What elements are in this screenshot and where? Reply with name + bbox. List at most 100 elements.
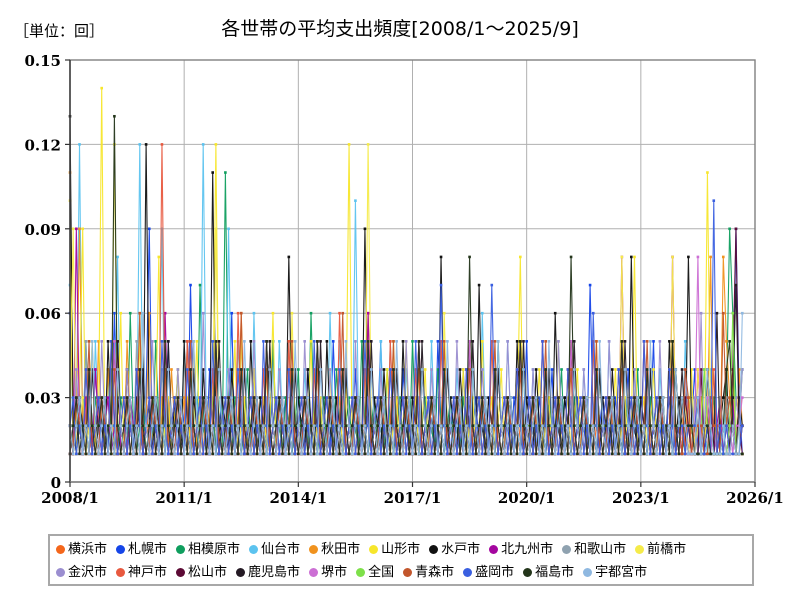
series-marker (572, 368, 576, 371)
legend-item[interactable]: 札幌市 (116, 543, 167, 556)
x-axis-tick-label: 2008/1 (41, 489, 99, 507)
series-marker (147, 452, 151, 456)
series-marker (430, 396, 433, 399)
legend-item[interactable]: 北九州市 (489, 543, 553, 556)
series-marker (525, 340, 528, 343)
legend-item[interactable]: 堺市 (309, 566, 347, 579)
series-marker (106, 452, 110, 456)
series-marker (576, 452, 579, 456)
series-marker (649, 396, 652, 399)
legend-item[interactable]: 金沢市 (56, 566, 107, 579)
legend-item[interactable]: 盛岡市 (463, 566, 514, 579)
series-marker (649, 424, 652, 428)
series-marker (325, 396, 329, 399)
series-marker (718, 452, 722, 456)
legend-item[interactable]: 全国 (356, 566, 394, 579)
legend-item[interactable]: 秋田市 (309, 543, 360, 556)
legend-item[interactable]: 横浜市 (56, 543, 107, 556)
series-marker (119, 452, 123, 456)
series-marker (677, 424, 681, 428)
series-marker (144, 424, 148, 428)
series-marker (655, 424, 658, 428)
series-marker (461, 424, 465, 428)
series-marker (547, 424, 551, 428)
series-marker (591, 452, 595, 456)
series-marker (687, 424, 690, 428)
series-marker (423, 396, 427, 399)
series-marker (506, 340, 509, 343)
legend-item[interactable]: 福島市 (523, 566, 574, 579)
series-marker (331, 424, 335, 428)
series-marker (715, 311, 719, 315)
series-marker (369, 368, 373, 371)
series-marker (585, 424, 589, 428)
series-marker (182, 424, 186, 428)
series-marker (265, 452, 268, 456)
series-marker (683, 396, 687, 399)
series-marker (287, 368, 291, 371)
legend-item[interactable]: 前橋市 (635, 543, 686, 556)
series-marker (500, 452, 503, 456)
series-marker (696, 452, 700, 456)
series-marker (331, 396, 335, 399)
series-marker (214, 368, 218, 371)
series-marker (477, 424, 481, 428)
series-marker (442, 452, 446, 456)
series-marker (154, 452, 157, 456)
legend-item[interactable]: 宇都宮市 (583, 566, 647, 579)
series-marker (550, 452, 554, 456)
legend-label: 堺市 (321, 565, 348, 580)
series-marker (455, 424, 459, 428)
series-marker (271, 311, 275, 315)
legend-marker-icon (562, 545, 572, 554)
series-marker (357, 452, 360, 456)
series-marker (465, 452, 468, 456)
series-marker (718, 424, 722, 428)
series-marker (252, 452, 256, 456)
y-axis-tick-label: 0.15 (24, 52, 61, 70)
series-marker (186, 340, 189, 343)
series-marker (544, 340, 547, 343)
legend-item[interactable]: 鹿児島市 (236, 566, 300, 579)
legend-item[interactable]: 水戸市 (429, 543, 480, 556)
series-marker (125, 424, 129, 428)
series-marker (214, 424, 218, 428)
series-marker (363, 340, 367, 343)
series-marker (328, 311, 332, 315)
series-marker (230, 368, 234, 371)
series-marker (696, 396, 700, 399)
legend-item[interactable]: 松山市 (176, 566, 227, 579)
series-marker (138, 452, 142, 456)
legend-item[interactable]: 山形市 (369, 543, 420, 556)
series-marker (547, 396, 551, 399)
series-marker (128, 424, 132, 428)
legend-item[interactable]: 和歌山市 (562, 543, 626, 556)
series-marker (176, 424, 180, 428)
series-marker (205, 452, 208, 456)
series-marker (100, 396, 104, 399)
series-marker (728, 424, 731, 428)
series-marker (439, 255, 443, 259)
legend-label: 北九州市 (501, 542, 554, 557)
series-marker (702, 368, 706, 371)
series-marker (515, 340, 519, 343)
series-marker (642, 452, 646, 456)
legend-item[interactable]: 神戸市 (116, 566, 167, 579)
series-marker (595, 396, 598, 399)
legend-row-2: 金沢市 神戸市 松山市 鹿児島市 堺市 全国 青森市 盛岡市 福島市 宇都宮市 (56, 561, 746, 584)
legend-item[interactable]: 相模原市 (176, 543, 240, 556)
series-marker (278, 452, 281, 456)
series-marker (725, 396, 728, 399)
series-marker (522, 424, 525, 428)
series-marker (160, 396, 164, 399)
series-marker (230, 396, 234, 399)
series-marker (576, 368, 579, 371)
legend-marker-icon (116, 545, 126, 554)
legend-item[interactable]: 青森市 (403, 566, 454, 579)
series-marker (674, 424, 678, 428)
legend-item[interactable]: 仙台市 (249, 543, 300, 556)
series-marker (224, 452, 227, 456)
series-marker (189, 340, 192, 343)
series-marker (496, 424, 500, 428)
series-marker (211, 171, 215, 174)
